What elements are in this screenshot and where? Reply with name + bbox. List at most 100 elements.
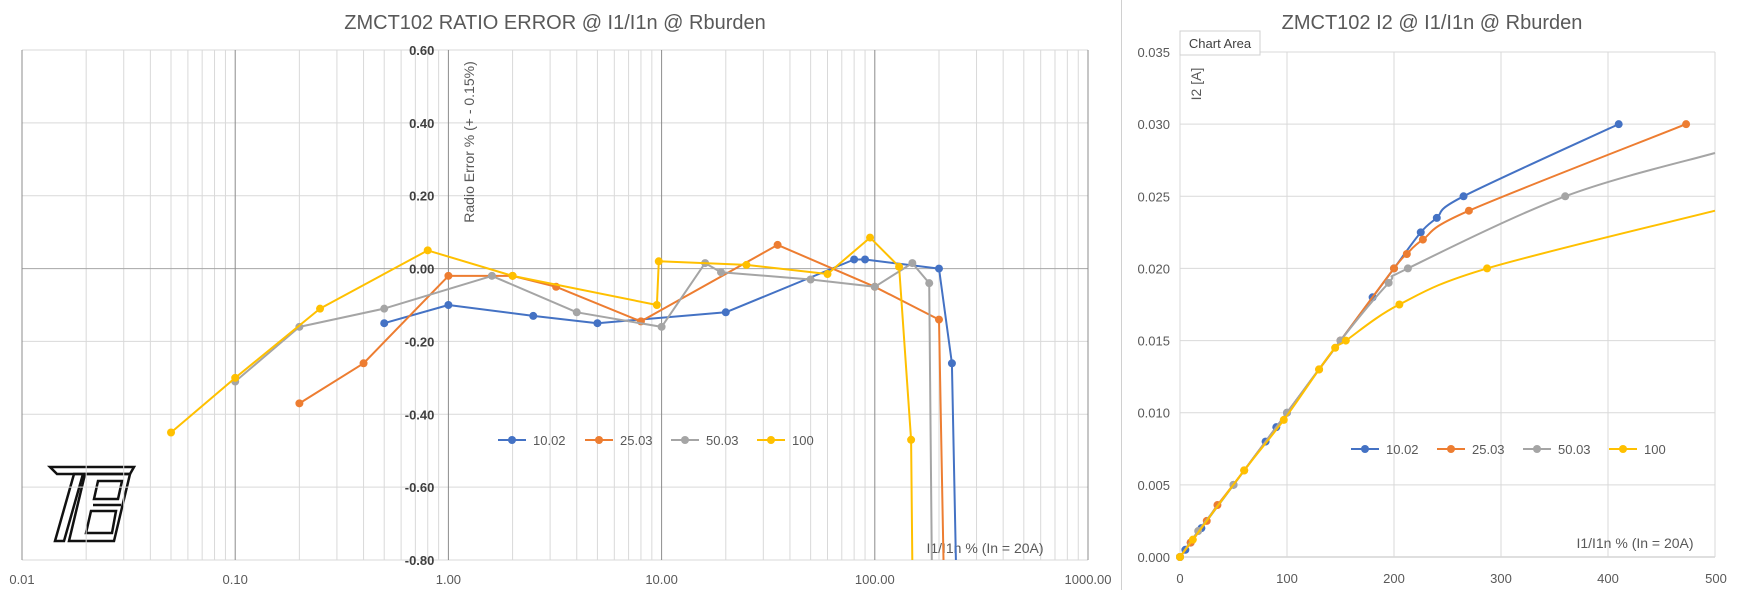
y-tick-label: -0.80 — [405, 553, 435, 568]
x-tick-label: 200 — [1383, 571, 1405, 586]
chart-2: 0.000 0.005 0.010 0.015 0.020 0.025 0.030 0.035… — [1137, 12, 1726, 586]
data-point-50.03 — [1403, 264, 1412, 273]
x-tick-label: 100 — [1276, 571, 1298, 586]
chart-1-grid — [21, 49, 1089, 561]
legend-label: 25.03 — [1472, 442, 1505, 457]
legend-label: 50.03 — [706, 433, 739, 448]
data-point-50.03 — [870, 282, 879, 291]
data-point-10.02 — [380, 319, 389, 328]
data-point-100 — [907, 435, 916, 444]
y-tick-label: 0.015 — [1137, 334, 1170, 349]
x-tick-label: 0.01 — [9, 572, 34, 587]
legend-marker-25.03 — [595, 436, 603, 444]
data-point-10.02 — [1416, 228, 1425, 237]
y-tick-label: 0.020 — [1137, 261, 1170, 276]
y-tick-label: 0.20 — [409, 189, 434, 204]
data-point-100 — [823, 270, 832, 279]
x-tick-label: 500 — [1705, 571, 1727, 586]
data-point-25.03 — [1464, 206, 1473, 215]
y-tick-label: -0.60 — [405, 480, 435, 495]
chart-title: ZMCT102 I2 @ I1/I1n @ Rburden — [1282, 12, 1583, 34]
data-point-100 — [167, 428, 176, 437]
y-tick-label: -0.40 — [405, 407, 435, 422]
x-tick-label: 300 — [1490, 571, 1512, 586]
data-point-50.03 — [572, 308, 581, 317]
legend-label: 25.03 — [620, 433, 653, 448]
data-point-10.02 — [529, 311, 538, 320]
data-point-50.03 — [380, 304, 389, 313]
legend-marker-100 — [1619, 445, 1627, 453]
legend-label: 100 — [1644, 442, 1666, 457]
data-point-100 — [1188, 535, 1197, 544]
y-tick-label: 0.000 — [1137, 550, 1170, 565]
data-point-10.02 — [444, 301, 453, 309]
chart-2-grid — [1179, 51, 1716, 558]
data-point-10.02 — [947, 359, 956, 368]
data-point-100 — [1176, 553, 1184, 561]
data-point-10.02 — [1432, 213, 1441, 222]
data-point-50.03 — [925, 279, 934, 288]
data-point-50.03 — [1561, 192, 1570, 201]
chart-title: ZMCT102 RATIO ERROR @ I1/I1n @ Rburden — [344, 12, 765, 34]
x-tick-label: 400 — [1597, 571, 1619, 586]
legend-label: 10.02 — [533, 433, 566, 448]
data-point-100 — [1483, 264, 1492, 273]
data-point-10.02 — [721, 308, 730, 317]
y-tick-label: 0.40 — [409, 116, 434, 131]
chart-1-series — [167, 233, 957, 561]
series-line-10.02 — [383, 258, 957, 561]
data-point-50.03 — [487, 271, 496, 280]
chart-divider — [1121, 0, 1122, 590]
data-point-50.03 — [657, 322, 666, 331]
data-point-10.02 — [1614, 120, 1623, 129]
data-point-50.03 — [806, 275, 815, 284]
series-line-100 — [1179, 209, 1716, 558]
legend-label: 50.03 — [1558, 442, 1591, 457]
legend-marker-50.03 — [1533, 445, 1541, 453]
x-tick-label: 1.00 — [436, 572, 461, 587]
data-point-50.03 — [1283, 408, 1291, 417]
data-point-100 — [654, 257, 663, 266]
data-point-10.02 — [593, 319, 602, 328]
data-point-100 — [1331, 343, 1340, 352]
data-point-100 — [742, 260, 751, 269]
data-point-100 — [1240, 466, 1249, 475]
data-point-25.03 — [1418, 235, 1427, 244]
legend-marker-100 — [767, 436, 775, 444]
chart-area-badge — [1179, 30, 1261, 56]
x-tick-label: 10.00 — [645, 572, 678, 587]
data-point-25.03 — [444, 271, 453, 280]
chart-2-series — [1176, 120, 1716, 561]
data-point-100 — [508, 271, 517, 280]
chart-1: -0.80 -0.60 -0.40 -0.20 0.00 0.20 0.40 0.60 0.01… — [9, 12, 1111, 587]
series-line-100 — [170, 236, 914, 561]
legend-label: 100 — [792, 433, 814, 448]
data-point-100 — [316, 304, 325, 313]
data-point-50.03 — [1384, 278, 1393, 287]
data-point-25.03 — [1390, 264, 1398, 273]
y-tick-label: -0.20 — [405, 334, 435, 349]
data-point-100 — [1395, 300, 1404, 309]
x-tick-label: 0 — [1176, 571, 1183, 586]
x-axis-label: I1/I1n % (In = 20A) — [1576, 535, 1693, 551]
data-point-10.02 — [934, 264, 943, 273]
chart-1-legend: 10.02 25.03 50.03 100 — [498, 433, 814, 448]
data-point-10.02 — [1459, 192, 1468, 201]
y-tick-label: 0.030 — [1137, 117, 1170, 132]
data-point-25.03 — [1402, 250, 1411, 258]
legend-marker-25.03 — [1447, 445, 1455, 453]
series-line-50.03 — [1179, 152, 1716, 558]
y-tick-label: 0.025 — [1137, 189, 1170, 204]
y-tick-label: 0.00 — [409, 262, 434, 277]
data-point-10.02 — [861, 255, 870, 264]
legend-marker-50.03 — [681, 436, 689, 444]
data-point-10.02 — [850, 255, 859, 264]
chart-2-legend: 10.02 25.03 50.03 100 — [1351, 442, 1666, 457]
x-tick-label: 100.00 — [855, 572, 895, 587]
data-point-25.03 — [1682, 120, 1691, 129]
data-point-25.03 — [359, 359, 368, 368]
x-tick-label: 1000.00 — [1065, 572, 1112, 587]
y-tick-label: 0.035 — [1137, 45, 1170, 60]
legend-marker-10.02 — [508, 436, 516, 444]
